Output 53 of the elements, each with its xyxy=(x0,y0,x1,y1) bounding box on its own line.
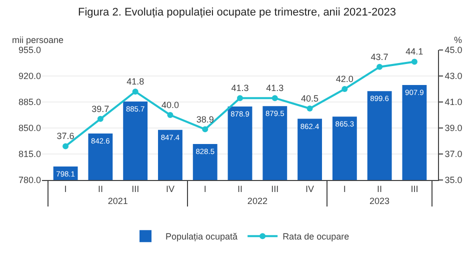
x-tick-label: IV xyxy=(166,184,174,194)
y2-tick-label: 35.0 xyxy=(444,175,462,186)
y-tick-label: 850.0 xyxy=(18,123,41,134)
y-axis-title: mii persoane xyxy=(12,35,64,45)
legend-label: Rata de ocupare xyxy=(282,232,350,242)
text: 2023 xyxy=(370,196,390,206)
point xyxy=(132,88,138,95)
x-tick-label: II xyxy=(98,184,103,194)
y2-tick-label: 45.0 xyxy=(444,45,462,56)
point xyxy=(62,143,69,150)
point xyxy=(376,64,383,70)
data-label: 42.0 xyxy=(336,74,354,84)
data-label: 44.1 xyxy=(406,46,424,57)
x-tick-label: I xyxy=(64,184,67,194)
data-label: 37.6 xyxy=(56,131,74,142)
x-tick-label: IV xyxy=(306,184,314,194)
data-label: 40.0 xyxy=(161,100,179,110)
point xyxy=(97,116,104,122)
text: 2022 xyxy=(247,196,268,206)
y2-tick-label: 37.0 xyxy=(444,149,462,160)
x-tick-label: III xyxy=(410,184,418,194)
y2-tick-label: 39.0 xyxy=(444,123,462,134)
point xyxy=(272,95,278,102)
y2-tick-label: 43.0 xyxy=(444,71,462,82)
data-label: 39.7 xyxy=(92,104,110,114)
x-tick-label: III xyxy=(132,184,140,194)
y-tick-label: 955.0 xyxy=(18,45,41,56)
text: 2021 xyxy=(108,196,128,206)
y-tick-label: 920.0 xyxy=(18,71,41,82)
chart-title: Figura 2. Evoluția populației ocupate pe trimestre, anii 2021-2023 xyxy=(78,6,396,19)
point xyxy=(411,58,418,65)
data-label: 41.8 xyxy=(126,76,144,87)
y-tick-label: 815.0 xyxy=(18,149,41,160)
point xyxy=(237,95,243,102)
x-tick-label: I xyxy=(343,184,346,194)
point xyxy=(202,126,208,132)
point xyxy=(306,106,313,112)
data-label: 41.3 xyxy=(266,83,284,94)
data-label: 41.3 xyxy=(231,83,249,94)
data-label: 43.7 xyxy=(370,52,388,62)
x-tick-label: II xyxy=(377,184,382,194)
legend-label: Populația ocupată xyxy=(166,232,238,242)
data-label: 40.5 xyxy=(301,94,319,104)
point xyxy=(167,112,174,118)
point xyxy=(342,86,348,92)
x-tick-label: I xyxy=(204,184,206,194)
data-label: 38.9 xyxy=(196,114,214,124)
y2-axis-title: % xyxy=(454,35,462,45)
x-tick-label: III xyxy=(271,184,279,194)
x-tick-label: II xyxy=(237,184,243,194)
y-tick-label: 780.0 xyxy=(18,175,41,186)
y2-tick-label: 41.0 xyxy=(444,97,462,108)
y-tick-label: 885.0 xyxy=(18,97,41,108)
